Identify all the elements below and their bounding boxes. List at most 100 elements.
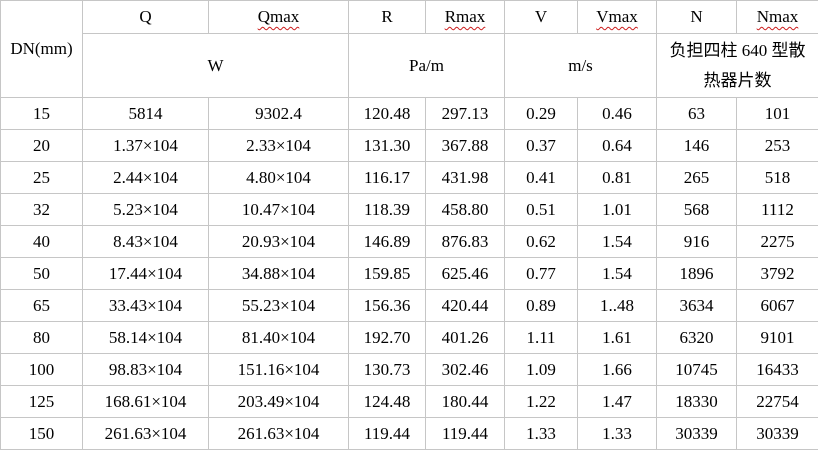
header-label-qmax: Qmax xyxy=(257,7,300,26)
cell-r: 118.39 xyxy=(348,193,426,226)
unit-ms-label: m/s xyxy=(568,55,593,75)
cell-q: 17.44×104 xyxy=(82,257,209,290)
header-row-symbols: DN(mm) Q Qmax R Rmax V Vmax N Nmax xyxy=(0,0,818,98)
table-row: 80 58.14×104 81.40×104 192.70 401.26 1.11 1.61… xyxy=(0,321,818,354)
cell-rmax: 302.46 xyxy=(425,353,505,386)
cell-vmax: 1.66 xyxy=(577,353,657,386)
radiator-sections-label-line1: 负担四柱 640 型散 xyxy=(669,40,806,60)
cell-q: 58.14×104 xyxy=(82,321,209,354)
cell-rmax: 458.80 xyxy=(425,193,505,226)
cell-qmax: 34.88×104 xyxy=(208,257,349,290)
cell-rmax: 367.88 xyxy=(425,129,505,162)
cell-vmax: 0.81 xyxy=(577,161,657,194)
table-row: 25 2.44×104 4.80×104 116.17 431.98 0.41 0.81 26… xyxy=(0,161,818,194)
cell-qmax: 261.63×104 xyxy=(208,417,349,450)
cell-v: 0.41 xyxy=(504,161,578,194)
header-cell-qmax: Qmax xyxy=(208,0,349,34)
header-label-n: N xyxy=(690,7,703,26)
cell-dn: 150 xyxy=(0,417,83,450)
table-row: 65 33.43×104 55.23×104 156.36 420.44 0.89 1..4… xyxy=(0,289,818,322)
header-label-r: R xyxy=(381,7,393,26)
cell-n: 3634 xyxy=(656,289,737,322)
cell-n: 916 xyxy=(656,225,737,258)
cell-vmax: 1.54 xyxy=(577,257,657,290)
cell-rmax: 420.44 xyxy=(425,289,505,322)
cell-r: 116.17 xyxy=(348,161,426,194)
cell-r: 131.30 xyxy=(348,129,426,162)
cell-r: 159.85 xyxy=(348,257,426,290)
cell-q: 8.43×104 xyxy=(82,225,209,258)
cell-nmax: 22754 xyxy=(736,385,818,418)
cell-nmax: 518 xyxy=(736,161,818,194)
cell-vmax: 1.47 xyxy=(577,385,657,418)
unit-w-label: W xyxy=(207,55,224,75)
cell-n: 10745 xyxy=(656,353,737,386)
cell-qmax: 81.40×104 xyxy=(208,321,349,354)
cell-nmax: 1112 xyxy=(736,193,818,226)
cell-dn: 32 xyxy=(0,193,83,226)
cell-qmax: 10.47×104 xyxy=(208,193,349,226)
table-header: DN(mm) Q Qmax R Rmax V Vmax N Nmax W Pa/m m/s 负… xyxy=(0,0,818,98)
table-row: 15 5814 9302.4 120.48 297.13 0.29 0.46 63 101 xyxy=(0,97,818,130)
cell-rmax: 297.13 xyxy=(425,97,505,130)
cell-dn: 65 xyxy=(0,289,83,322)
cell-r: 146.89 xyxy=(348,225,426,258)
table-row: 150 261.63×104 261.63×104 119.44 119.44 1.33 1… xyxy=(0,417,818,450)
header-cell-radiator-sections: 负担四柱 640 型散 热器片数 xyxy=(656,33,818,98)
cell-rmax: 180.44 xyxy=(425,385,505,418)
header-label-q: Q xyxy=(139,7,152,26)
cell-v: 0.77 xyxy=(504,257,578,290)
cell-dn: 40 xyxy=(0,225,83,258)
header-label-vmax: Vmax xyxy=(596,7,638,26)
header-cell-v: V xyxy=(504,0,578,34)
table-row: 125 168.61×104 203.49×104 124.48 180.44 1.22 1… xyxy=(0,385,818,418)
cell-dn: 100 xyxy=(0,353,83,386)
cell-q: 5.23×104 xyxy=(82,193,209,226)
cell-nmax: 6067 xyxy=(736,289,818,322)
cell-qmax: 203.49×104 xyxy=(208,385,349,418)
cell-rmax: 876.83 xyxy=(425,225,505,258)
cell-v: 0.51 xyxy=(504,193,578,226)
cell-r: 130.73 xyxy=(348,353,426,386)
table-row: 32 5.23×104 10.47×104 118.39 458.80 0.51 1.01 5… xyxy=(0,193,818,226)
cell-q: 1.37×104 xyxy=(82,129,209,162)
table-row: 20 1.37×104 2.33×104 131.30 367.88 0.37 0.64 14… xyxy=(0,129,818,162)
cell-v: 0.29 xyxy=(504,97,578,130)
cell-qmax: 4.80×104 xyxy=(208,161,349,194)
header-row-units: W Pa/m m/s 负担四柱 640 型散 热器片数 xyxy=(1,33,818,98)
header-cell-vmax: Vmax xyxy=(577,0,657,34)
cell-nmax: 2275 xyxy=(736,225,818,258)
cell-nmax: 253 xyxy=(736,129,818,162)
table-row: 100 98.83×104 151.16×104 130.73 302.46 1.09 1.… xyxy=(0,353,818,386)
header-cell-rmax: Rmax xyxy=(425,0,505,34)
cell-vmax: 1.61 xyxy=(577,321,657,354)
cell-r: 120.48 xyxy=(348,97,426,130)
cell-v: 0.62 xyxy=(504,225,578,258)
radiator-sections-label-line2: 热器片数 xyxy=(703,70,772,90)
cell-r: 119.44 xyxy=(348,417,426,450)
cell-dn: 125 xyxy=(0,385,83,418)
cell-rmax: 431.98 xyxy=(425,161,505,194)
cell-q: 5814 xyxy=(82,97,209,130)
cell-n: 63 xyxy=(656,97,737,130)
header-cell-unit-w: W xyxy=(82,33,349,98)
cell-vmax: 1.54 xyxy=(577,225,657,258)
cell-nmax: 101 xyxy=(736,97,818,130)
cell-rmax: 401.26 xyxy=(425,321,505,354)
header-label-rmax: Rmax xyxy=(444,7,486,26)
cell-v: 1.09 xyxy=(504,353,578,386)
header-cell-unit-ms: m/s xyxy=(504,33,657,98)
unit-pam-label: Pa/m xyxy=(409,55,444,75)
cell-q: 2.44×104 xyxy=(82,161,209,194)
cell-v: 0.37 xyxy=(504,129,578,162)
cell-nmax: 16433 xyxy=(736,353,818,386)
cell-v: 1.11 xyxy=(504,321,578,354)
cell-n: 1896 xyxy=(656,257,737,290)
cell-n: 265 xyxy=(656,161,737,194)
cell-r: 156.36 xyxy=(348,289,426,322)
header-label-nmax: Nmax xyxy=(756,7,799,26)
cell-rmax: 119.44 xyxy=(425,417,505,450)
cell-r: 192.70 xyxy=(348,321,426,354)
cell-qmax: 20.93×104 xyxy=(208,225,349,258)
